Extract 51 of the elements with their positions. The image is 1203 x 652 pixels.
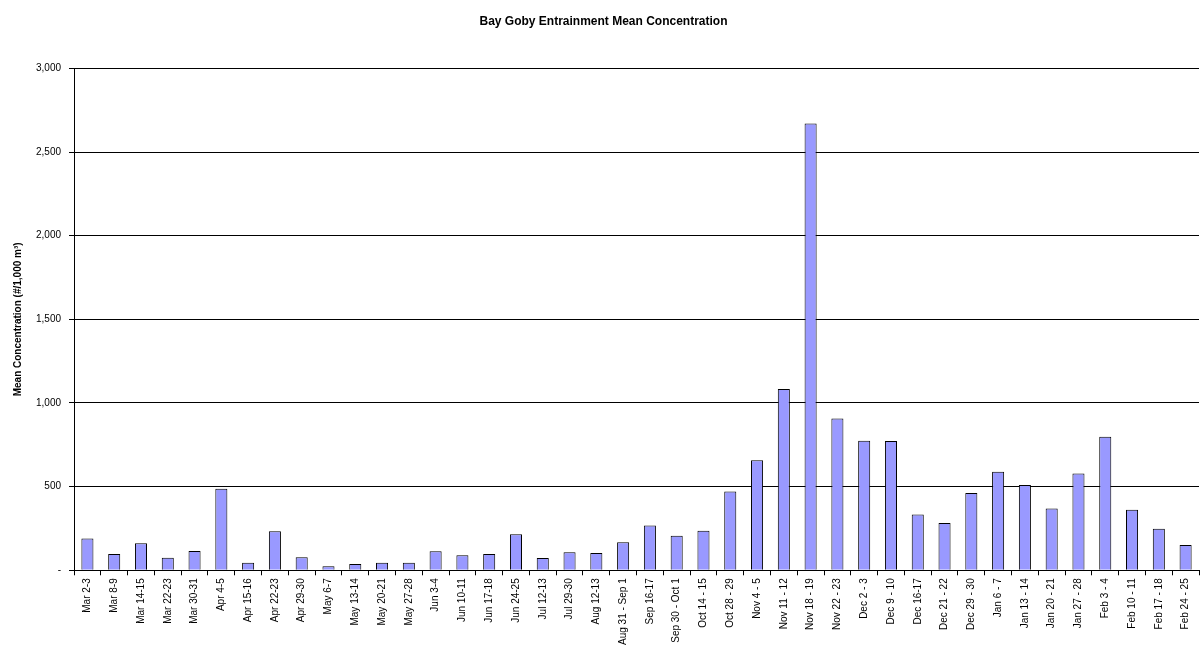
x-tick-label: Nov 4 - 5	[750, 577, 762, 619]
y-tick-label: 3,000	[35, 62, 62, 74]
x-tick-label: Apr 29-30	[295, 577, 307, 623]
x-tick-label: May 6-7	[322, 577, 334, 615]
x-tick-label: Dec 29 - 30	[965, 577, 977, 630]
x-tick-label: Mar 8-9	[107, 577, 119, 613]
y-tick-label: 500	[44, 480, 62, 492]
x-tick-label: Aug 12-13	[590, 577, 602, 625]
x-tick-label: Sep 16-17	[643, 577, 655, 625]
x-tick-label: Jun 10-11	[456, 577, 468, 623]
x-tick-label: Mar 14-15	[134, 577, 146, 624]
x-tick-label: Mar 30-31	[188, 577, 200, 624]
x-tick-label: Feb 24 - 25	[1179, 577, 1191, 630]
x-tick-label: Jan 27 - 28	[1072, 577, 1084, 629]
y-tick-label: 1,000	[35, 396, 62, 408]
x-tick-label: Feb 17 - 18	[1152, 577, 1164, 630]
x-tick-label: Nov 18 - 19	[804, 577, 816, 630]
y-tick-label: 2,500	[35, 145, 62, 157]
x-tick-label: Jun 17-18	[482, 577, 494, 623]
x-tick-label: Mar 22-23	[161, 577, 173, 624]
x-tick-label: Apr 4-5	[215, 577, 227, 612]
x-tick-label: Apr 15-16	[241, 577, 253, 623]
y-axis-title: Mean Concentration (#/1,000 m³)	[11, 242, 23, 397]
x-tick-label: Dec 2 - 3	[857, 577, 869, 619]
y-tick-label: 2,000	[35, 229, 62, 241]
x-tick-label: Oct 14 - 15	[697, 577, 709, 628]
x-tick-label: May 20-21	[375, 577, 387, 626]
chart-title: Bay Goby Entrainment Mean Concentration	[479, 13, 728, 28]
x-tick-label: Jun 3-4	[429, 577, 441, 612]
x-tick-label: Dec 9 - 10	[884, 577, 896, 625]
x-tick-label: Nov 11 - 12	[777, 577, 789, 630]
x-tick-label: Jul 29-30	[563, 577, 575, 620]
y-tick-label: 1,500	[35, 313, 62, 325]
x-tick-label: Jun 24-25	[509, 577, 521, 623]
x-tick-label: Dec 16-17	[911, 577, 923, 625]
x-tick-label: Jan 13 - 14	[1018, 577, 1030, 629]
x-tick-label: Jul 12-13	[536, 577, 548, 620]
x-tick-label: Feb 3 - 4	[1099, 577, 1110, 619]
x-tick-label: Feb 10 - 11	[1125, 577, 1137, 629]
x-tick-label: Dec 21 - 22	[938, 577, 950, 630]
x-tick-label: May 27-28	[402, 577, 414, 626]
x-tick-label: Aug 31 - Sep 1	[616, 577, 628, 645]
x-tick-label: Sep 30 - Oct 1	[670, 577, 682, 643]
x-tick-label: Nov 22 - 23	[831, 577, 843, 630]
x-tick-label: Jan 6 - 7	[991, 577, 1003, 618]
x-tick-label: May 13-14	[349, 577, 361, 626]
x-tick-label: Oct 28 - 29	[724, 577, 736, 628]
x-tick-label: Jan 20 - 21	[1045, 577, 1057, 629]
x-tick-label: Apr 22-23	[268, 577, 280, 623]
x-tick-label: Mar 2-3	[81, 577, 93, 613]
y-tick-label: -	[57, 564, 62, 576]
